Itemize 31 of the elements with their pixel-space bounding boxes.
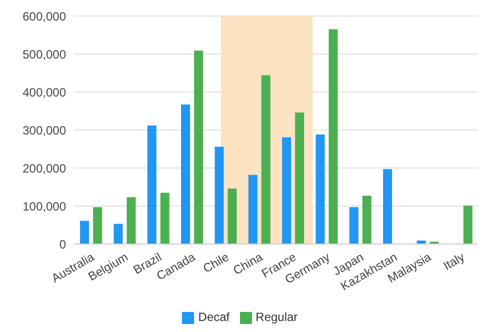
bar xyxy=(295,112,304,244)
bar xyxy=(362,196,372,244)
bar xyxy=(463,206,472,244)
y-tick-label: 400,000 xyxy=(22,85,66,100)
bar xyxy=(114,224,123,244)
bar xyxy=(282,137,292,244)
bar xyxy=(214,146,224,244)
bar xyxy=(261,75,270,244)
y-tick-label: 0 xyxy=(59,237,66,252)
x-tick-label: Chile xyxy=(200,250,232,276)
bar xyxy=(126,197,136,244)
bar xyxy=(160,192,170,244)
y-tick-label: 200,000 xyxy=(22,161,66,176)
bar xyxy=(147,125,156,244)
bar xyxy=(80,220,90,244)
y-tick-label: 500,000 xyxy=(22,47,66,62)
bar xyxy=(349,207,358,244)
bar xyxy=(93,207,102,244)
bar xyxy=(194,50,204,244)
legend-label: Regular xyxy=(256,310,298,324)
legend-label: Decaf xyxy=(198,310,230,324)
bar xyxy=(181,104,190,244)
bar xyxy=(228,188,237,244)
bar xyxy=(383,169,392,244)
bar xyxy=(248,174,258,244)
bar xyxy=(328,29,338,244)
x-tick-label: Italy xyxy=(440,250,467,273)
y-tick-label: 100,000 xyxy=(22,199,66,214)
bar xyxy=(316,134,325,244)
y-tick-label: 600,000 xyxy=(22,9,66,24)
y-tick-label: 300,000 xyxy=(22,123,66,138)
